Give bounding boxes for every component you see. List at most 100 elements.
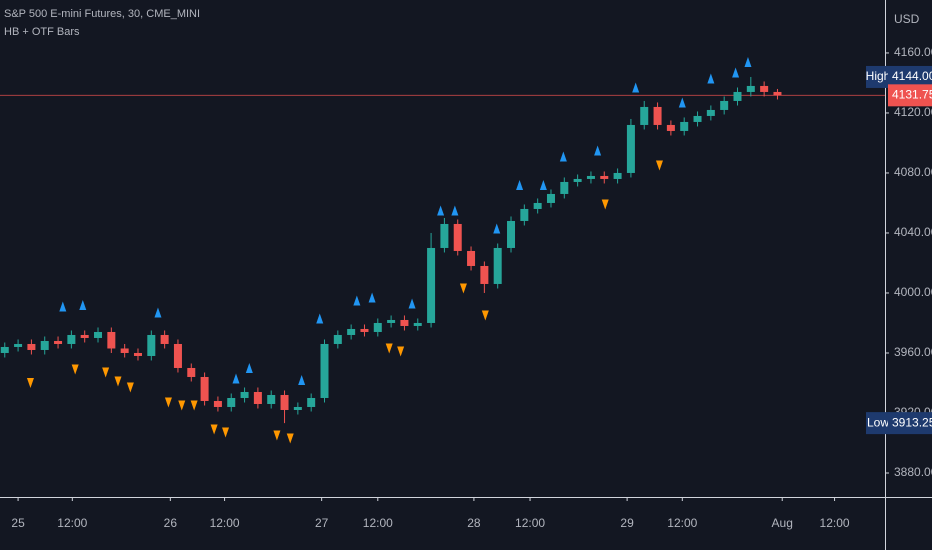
candle-body xyxy=(333,334,342,344)
x-tick-label: 12:00 xyxy=(667,516,697,530)
candle-body xyxy=(387,319,396,323)
candle-body xyxy=(293,406,302,410)
candle-body xyxy=(666,124,675,131)
up-marker xyxy=(732,67,740,78)
candle-body xyxy=(267,394,276,404)
up-marker xyxy=(451,205,459,216)
candle-body xyxy=(307,397,316,407)
candle-body xyxy=(347,328,356,335)
down-marker xyxy=(26,377,34,388)
price-label: 4144.00 xyxy=(892,69,932,83)
up-marker xyxy=(245,362,253,373)
candle-body xyxy=(640,106,649,125)
candle-body xyxy=(546,193,555,203)
x-tick-label: 25 xyxy=(11,516,25,530)
down-marker xyxy=(178,400,186,411)
up-marker xyxy=(368,292,376,303)
candle-body xyxy=(493,247,502,284)
down-marker xyxy=(222,427,230,438)
x-tick-label: 12:00 xyxy=(210,516,240,530)
candle-body xyxy=(120,348,129,353)
y-tick-label: 3960.00 xyxy=(894,345,932,359)
candle-body xyxy=(147,334,156,356)
y-tick-label: 4120.00 xyxy=(894,105,932,119)
down-marker xyxy=(601,199,609,210)
down-marker xyxy=(397,346,405,357)
candle-body xyxy=(213,400,222,407)
candle-body xyxy=(227,397,236,407)
price-label-box xyxy=(888,84,932,107)
candle-body xyxy=(507,220,516,248)
down-marker xyxy=(286,433,294,444)
y-tick-label: 4160.00 xyxy=(894,45,932,59)
y-tick-label: 3880.00 xyxy=(894,465,932,479)
candle-body xyxy=(280,394,289,410)
candle-body xyxy=(560,181,569,194)
candle-body xyxy=(573,178,582,182)
up-marker xyxy=(559,151,567,162)
candle-body xyxy=(760,85,769,92)
candle-body xyxy=(133,352,142,356)
up-marker xyxy=(79,299,87,310)
candle-body xyxy=(253,391,262,404)
candle-body xyxy=(693,115,702,122)
up-marker xyxy=(594,145,602,156)
candle-body xyxy=(533,202,542,209)
candle-body xyxy=(586,175,595,179)
candle-body xyxy=(187,367,196,377)
up-marker xyxy=(232,373,240,384)
down-marker xyxy=(114,376,122,387)
up-marker xyxy=(678,97,686,108)
up-marker xyxy=(744,56,752,67)
x-tick-label: 12:00 xyxy=(363,516,393,530)
candle-body xyxy=(173,343,182,368)
candle-body xyxy=(373,322,382,332)
candle-body xyxy=(600,175,609,179)
candle-body xyxy=(67,334,76,344)
x-tick-label: 27 xyxy=(315,516,329,530)
down-marker xyxy=(126,382,134,393)
candle-body xyxy=(427,247,436,323)
candle-body xyxy=(613,172,622,179)
candle-body xyxy=(413,322,422,326)
candle-body xyxy=(440,223,449,248)
y-tick-label: 4000.00 xyxy=(894,285,932,299)
up-marker xyxy=(493,223,501,234)
candle-body xyxy=(520,208,529,221)
candle-body xyxy=(706,109,715,116)
candle-body xyxy=(40,340,49,350)
price-label-name: High xyxy=(866,69,891,83)
candle-body xyxy=(54,340,63,344)
currency: USD xyxy=(894,12,920,26)
down-marker xyxy=(210,424,218,435)
up-marker xyxy=(632,82,640,93)
x-tick-label: Aug xyxy=(772,516,793,530)
candle-body xyxy=(107,331,116,349)
down-marker xyxy=(164,397,172,408)
price-label-box xyxy=(888,412,932,435)
up-marker xyxy=(516,179,524,190)
price-label: 3913.25 xyxy=(892,415,932,429)
candle-body xyxy=(160,334,169,344)
x-tick-label: 12:00 xyxy=(515,516,545,530)
down-marker xyxy=(102,367,110,378)
x-tick-label: 29 xyxy=(620,516,634,530)
candle-body xyxy=(653,106,662,125)
candle-body xyxy=(746,85,755,92)
up-marker xyxy=(316,313,324,324)
down-marker xyxy=(481,310,489,321)
price-label-box xyxy=(888,65,932,88)
price-label-name-box xyxy=(866,412,890,435)
down-marker xyxy=(459,283,467,294)
up-marker xyxy=(408,298,416,309)
candle-body xyxy=(773,91,782,96)
price-label-name-box xyxy=(866,65,890,88)
price-label-name: Low xyxy=(867,415,889,429)
candle-body xyxy=(680,121,689,131)
candle-body xyxy=(733,91,742,101)
up-marker xyxy=(707,73,715,84)
candle-body xyxy=(200,376,209,401)
candle-body xyxy=(360,328,369,332)
price-label: 4131.75 xyxy=(892,88,932,102)
